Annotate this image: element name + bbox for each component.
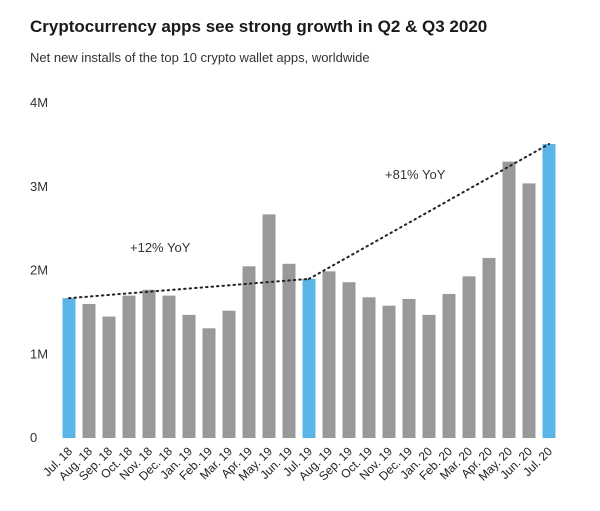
annotation: +81% YoY <box>385 167 446 182</box>
bar <box>322 271 336 438</box>
bar <box>82 304 96 438</box>
bar <box>162 295 176 438</box>
y-tick-label: 1M <box>30 346 48 361</box>
chart-subtitle: Net new installs of the top 10 crypto wa… <box>30 50 370 65</box>
bar <box>502 161 516 438</box>
bar <box>422 314 436 438</box>
bar <box>102 316 116 438</box>
y-tick-label: 3M <box>30 179 48 194</box>
bar <box>482 257 496 438</box>
chart-title: Cryptocurrency apps see strong growth in… <box>30 17 487 36</box>
bar <box>382 305 396 438</box>
y-tick-label: 0 <box>30 430 37 445</box>
bar <box>242 266 256 438</box>
bar <box>462 276 476 438</box>
trend-line <box>308 143 550 280</box>
bar <box>222 310 236 438</box>
bar <box>302 278 316 438</box>
annotation: +12% YoY <box>130 240 191 255</box>
bar <box>282 263 296 438</box>
bar <box>342 282 356 438</box>
trend-line <box>68 277 310 300</box>
bar <box>522 183 536 438</box>
bar <box>542 144 556 438</box>
bar <box>262 214 276 438</box>
y-tick-label: 2M <box>30 263 48 278</box>
bar <box>362 297 376 438</box>
bar <box>202 328 216 438</box>
bar <box>62 298 76 438</box>
bar <box>142 289 156 438</box>
y-tick-label: 4M <box>30 95 48 110</box>
bar <box>402 298 416 438</box>
bar <box>182 314 196 438</box>
bar <box>442 293 456 438</box>
bar <box>122 295 136 438</box>
